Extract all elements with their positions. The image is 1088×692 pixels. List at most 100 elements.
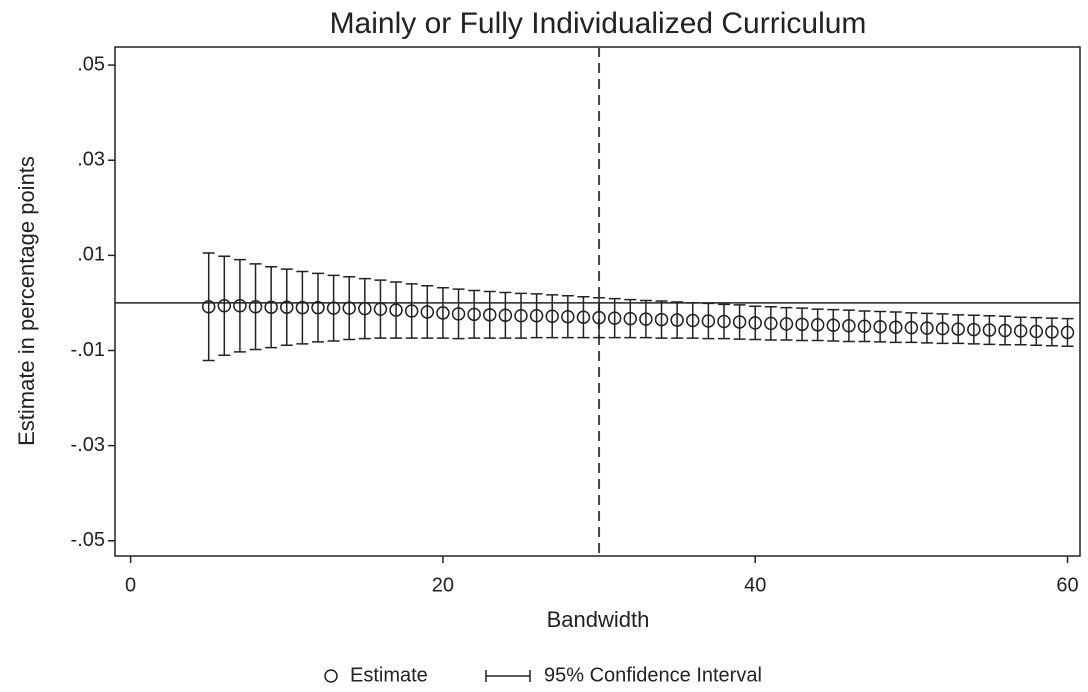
error-bar	[967, 314, 980, 345]
estimate-point	[576, 310, 591, 324]
error-bar	[655, 300, 668, 339]
error-bar	[358, 277, 371, 340]
x-axis-label: Bandwidth	[547, 607, 650, 632]
legend-label: 95% Confidence Interval	[544, 664, 762, 686]
estimate-point	[233, 299, 247, 313]
x-tick-label: 0	[125, 574, 136, 596]
estimate-point	[904, 320, 919, 335]
estimate-point	[373, 302, 388, 316]
y-tick-label: .05	[77, 53, 105, 75]
y-tick-label: -.01	[71, 339, 105, 361]
estimate-point	[389, 303, 403, 317]
error-bar	[530, 293, 543, 339]
estimate-point	[498, 308, 513, 323]
estimate-point	[592, 310, 606, 325]
estimate-point	[248, 299, 263, 314]
estimate-point	[1060, 325, 1075, 340]
estimate-point	[795, 317, 809, 332]
error-bar	[390, 281, 403, 339]
error-bar	[577, 295, 590, 339]
error-bar	[343, 276, 356, 341]
estimate-point	[264, 300, 278, 314]
estimate-point	[311, 300, 325, 315]
error-bar	[999, 315, 1012, 346]
y-tick-label: .03	[77, 148, 105, 170]
estimate-point	[873, 319, 887, 334]
error-bar	[827, 308, 840, 342]
estimate-point	[701, 314, 716, 328]
x-tick-label: 60	[1056, 574, 1078, 596]
error-bar	[671, 301, 684, 339]
error-bar	[499, 291, 512, 339]
estimate-point	[545, 309, 559, 323]
error-bar	[296, 270, 309, 345]
estimate-point	[779, 317, 794, 331]
error-bar	[733, 304, 746, 340]
error-bar	[983, 315, 996, 346]
error-bar	[639, 299, 652, 339]
error-bar	[920, 312, 933, 344]
estimate-point	[326, 301, 341, 315]
error-bar	[717, 303, 730, 340]
estimate-point	[467, 307, 481, 322]
estimate-point	[654, 312, 669, 327]
error-bar	[749, 305, 762, 341]
estimate-point	[623, 311, 638, 326]
y-tick-label: .01	[77, 244, 105, 266]
x-tick-label: 40	[744, 574, 766, 596]
estimate-point	[842, 319, 856, 333]
error-bar	[889, 311, 902, 344]
error-bar	[280, 268, 293, 347]
error-bar	[202, 252, 215, 362]
error-bar	[905, 312, 918, 344]
estimate-point	[607, 311, 622, 325]
error-bar	[1045, 317, 1058, 347]
estimate-point	[1045, 325, 1059, 339]
estimate-point	[217, 299, 232, 313]
x-tick-label: 20	[432, 574, 454, 596]
error-bar	[702, 302, 715, 340]
estimate-point	[342, 301, 356, 315]
y-axis-label: Estimate in percentage points	[14, 156, 39, 446]
error-bar	[764, 305, 777, 341]
error-bar	[1030, 316, 1043, 347]
error-bar	[936, 313, 949, 345]
estimate-point	[826, 318, 841, 333]
error-bar	[561, 295, 574, 339]
error-bar	[327, 274, 340, 342]
error-bar	[593, 296, 606, 339]
estimate-point	[967, 322, 981, 337]
error-bar	[265, 266, 278, 349]
error-bar	[421, 285, 434, 339]
estimate-point	[420, 305, 435, 319]
chart-title: Mainly or Fully Individualized Curriculu…	[330, 7, 867, 40]
error-bar	[686, 302, 699, 339]
error-bar	[218, 255, 231, 357]
estimate-point	[295, 300, 310, 315]
error-bar	[842, 309, 855, 343]
estimate-point	[639, 312, 653, 326]
error-bar	[468, 289, 481, 339]
estimate-point	[201, 299, 216, 314]
estimate-point	[670, 313, 684, 327]
error-bar	[546, 294, 559, 339]
error-bar	[233, 258, 246, 353]
estimate-point	[998, 323, 1012, 338]
legend-marker	[324, 669, 338, 683]
estimate-point	[1013, 324, 1028, 338]
estimate-point	[951, 322, 965, 336]
estimate-point	[404, 304, 419, 318]
error-bar	[624, 298, 637, 339]
error-bar	[436, 286, 449, 339]
estimate-point	[451, 307, 466, 321]
error-bar	[405, 283, 418, 339]
estimate-point	[483, 308, 497, 322]
error-bar	[811, 308, 824, 342]
estimate-point	[748, 316, 762, 330]
plot-frame	[114, 46, 1081, 557]
y-tick-label: -.05	[71, 529, 105, 551]
error-bar	[483, 290, 496, 339]
estimate-point	[810, 318, 825, 332]
error-bar	[796, 307, 809, 342]
estimate-point	[920, 321, 934, 335]
